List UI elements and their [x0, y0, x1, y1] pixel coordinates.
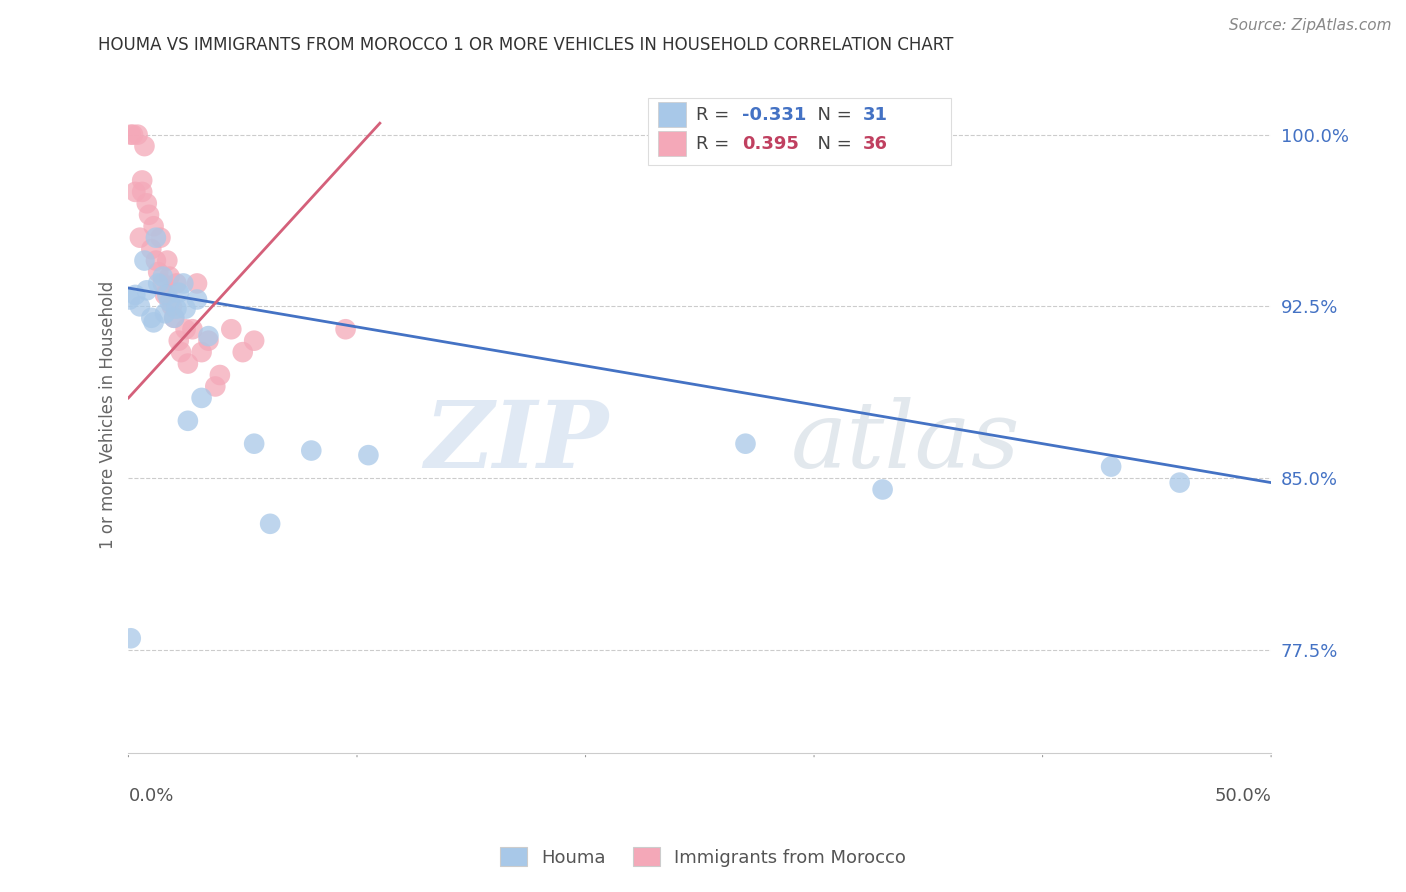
Point [152, 269, 174, 284]
Point [145, 253, 167, 268]
Point [134, 139, 156, 153]
FancyBboxPatch shape [648, 98, 952, 165]
Point [160, 299, 183, 313]
Point [148, 265, 170, 279]
Text: 36: 36 [863, 135, 889, 153]
Point [145, 230, 167, 244]
Point [152, 277, 174, 291]
Point [166, 301, 188, 316]
Point [221, 322, 243, 336]
Text: 50.0%: 50.0% [1215, 787, 1271, 805]
Point [167, 285, 190, 300]
Text: Source: ZipAtlas.com: Source: ZipAtlas.com [1229, 18, 1392, 33]
Point [141, 242, 163, 256]
Text: ZIP: ZIP [425, 397, 609, 487]
Point [153, 306, 176, 320]
Point [148, 277, 170, 291]
Point [122, 128, 145, 142]
Point [124, 185, 146, 199]
Point [734, 436, 756, 450]
Point [197, 334, 219, 348]
Point [177, 357, 200, 371]
Point [131, 173, 153, 187]
Point [163, 310, 186, 325]
Point [1168, 475, 1191, 490]
Point [127, 128, 149, 142]
Point [259, 516, 281, 531]
Point [166, 277, 188, 291]
Point [134, 253, 156, 268]
Point [357, 448, 380, 462]
Point [172, 277, 194, 291]
Point [167, 334, 190, 348]
Text: -0.331: -0.331 [742, 105, 807, 124]
Point [243, 436, 266, 450]
Point [118, 293, 141, 307]
Point [170, 345, 193, 359]
Point [153, 288, 176, 302]
Point [135, 283, 157, 297]
FancyBboxPatch shape [658, 131, 686, 156]
Point [129, 230, 152, 244]
FancyBboxPatch shape [658, 102, 686, 128]
Point [159, 294, 181, 309]
Legend: Houma, Immigrants from Morocco: Houma, Immigrants from Morocco [492, 840, 914, 874]
Point [120, 632, 142, 646]
Text: N =: N = [806, 135, 858, 153]
Point [135, 196, 157, 211]
Point [208, 368, 231, 382]
Text: N =: N = [806, 105, 858, 124]
Point [141, 310, 163, 325]
Point [181, 322, 204, 336]
Point [174, 301, 197, 316]
Text: R =: R = [696, 135, 735, 153]
Point [120, 128, 142, 142]
Point [138, 208, 160, 222]
Text: HOUMA VS IMMIGRANTS FROM MOROCCO 1 OR MORE VEHICLES IN HOUSEHOLD CORRELATION CHA: HOUMA VS IMMIGRANTS FROM MOROCCO 1 OR MO… [98, 36, 953, 54]
Point [335, 322, 357, 336]
Point [299, 443, 322, 458]
Point [190, 391, 212, 405]
Point [131, 185, 153, 199]
Point [149, 230, 172, 244]
Text: 0.0%: 0.0% [128, 787, 174, 805]
Point [124, 288, 146, 302]
Point [197, 329, 219, 343]
Point [190, 345, 212, 359]
Point [1099, 459, 1122, 474]
Text: R =: R = [696, 105, 735, 124]
Text: atlas: atlas [792, 397, 1021, 487]
Point [129, 299, 152, 313]
Point [174, 322, 197, 336]
Point [186, 277, 208, 291]
Point [232, 345, 254, 359]
Point [142, 219, 165, 234]
Y-axis label: 1 or more Vehicles in Household: 1 or more Vehicles in Household [100, 281, 117, 549]
Text: 0.395: 0.395 [742, 135, 799, 153]
Point [159, 269, 181, 284]
Point [163, 310, 186, 325]
Point [142, 315, 165, 329]
Point [156, 288, 179, 302]
Point [177, 414, 200, 428]
Point [156, 253, 179, 268]
Point [243, 334, 266, 348]
Point [204, 379, 226, 393]
Point [186, 293, 208, 307]
Point [872, 483, 894, 497]
Text: 31: 31 [863, 105, 889, 124]
